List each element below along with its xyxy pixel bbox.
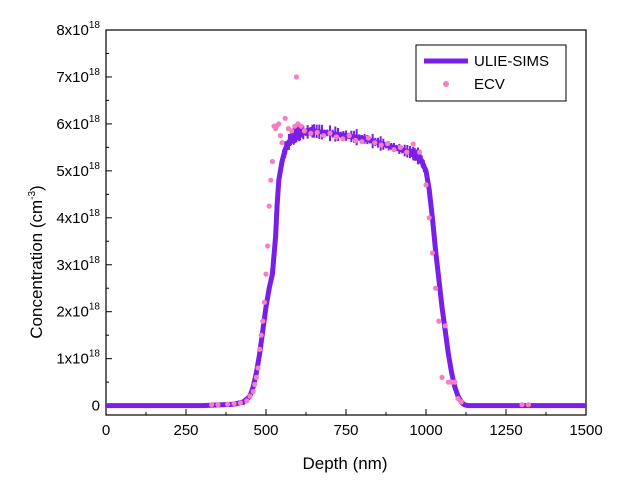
x-tick-label: 1250: [489, 422, 522, 439]
x-tick-label: 1500: [569, 422, 602, 439]
ecv-point: [365, 135, 371, 141]
ecv-point: [378, 142, 384, 148]
ecv-point: [321, 133, 327, 139]
y-tick-label: 0: [92, 398, 100, 415]
y-tick-label: 2x1018: [56, 302, 100, 321]
ecv-point: [391, 147, 397, 153]
x-tick-label: 250: [173, 422, 198, 439]
x-tick-label: 1000: [409, 422, 442, 439]
ecv-point: [452, 379, 458, 385]
legend-label-ecv: ECV: [474, 76, 505, 93]
ecv-point: [404, 149, 410, 155]
x-tick-label: 500: [253, 422, 278, 439]
ecv-point: [436, 318, 442, 324]
series-ulie-sims: [106, 124, 586, 409]
ecv-point: [293, 74, 299, 80]
ecv-point: [261, 299, 267, 305]
ecv-point: [346, 133, 352, 139]
x-tick-label: 0: [102, 422, 110, 439]
ecv-point: [277, 133, 283, 139]
ecv-point: [340, 136, 346, 142]
ecv-point: [257, 346, 263, 352]
ecv-point: [314, 129, 320, 135]
legend-swatch-ecv: [443, 81, 449, 87]
y-axis: 0 1x1018 2x1018 3x1018 4x1018 5x1018 6x1018 7x1…: [56, 20, 112, 415]
ecv-point: [268, 177, 274, 183]
ecv-point: [372, 140, 378, 146]
ecv-point: [289, 128, 295, 134]
ecv-point: [265, 243, 271, 249]
ecv-point: [417, 149, 423, 155]
ecv-point: [429, 250, 435, 256]
x-tick-label: 750: [333, 422, 358, 439]
ecv-point: [423, 182, 429, 188]
ecv-point: [244, 398, 250, 404]
ecv-point: [258, 332, 264, 338]
ecv-point: [266, 203, 272, 209]
ecv-point: [308, 130, 314, 136]
ecv-point: [269, 158, 275, 165]
ecv-point: [225, 401, 231, 407]
ecv-point: [455, 396, 461, 402]
series-ecv: [209, 74, 532, 408]
ecv-point: [279, 140, 285, 146]
ecv-point: [247, 393, 253, 399]
y-axis-title-close: ): [27, 185, 46, 191]
ecv-point: [260, 318, 266, 324]
ecv-point: [209, 402, 215, 408]
ecv-point: [426, 215, 432, 221]
y-tick-label: 6x1018: [56, 114, 100, 133]
ecv-point: [353, 137, 359, 143]
legend-box: [415, 44, 567, 102]
ecv-point: [333, 134, 339, 140]
y-axis-title: Concentration (cm-3): [27, 185, 46, 338]
series-line-ulie-sims: [106, 128, 586, 409]
ecv-point: [301, 128, 307, 134]
y-tick-label: 7x1018: [56, 67, 100, 86]
y-tick-label: 1x1018: [56, 349, 100, 368]
ecv-point: [385, 141, 391, 147]
ecv-point: [359, 139, 365, 145]
x-axis: 0 250 500 750 1000 1250 1500: [102, 409, 603, 439]
ecv-point: [410, 141, 416, 147]
ecv-point: [525, 402, 532, 408]
ecv-point: [298, 123, 304, 129]
ecv-point: [276, 121, 282, 127]
ecv-point: [215, 402, 221, 408]
y-tick-label: 4x1018: [56, 208, 100, 227]
legend-label-ulie-sims: ULIE-SIMS: [474, 53, 549, 70]
y-tick-label: 5x1018: [56, 161, 100, 180]
ecv-point: [252, 381, 258, 388]
legend: ULIE-SIMS ECV: [415, 44, 567, 102]
ecv-point: [327, 130, 333, 136]
ecv-point: [439, 374, 445, 380]
ecv-point: [519, 402, 525, 408]
x-axis-title: Depth (nm): [302, 454, 387, 473]
ecv-point: [231, 401, 237, 407]
ecv-point: [282, 115, 288, 121]
y-axis-title-sup: -3: [27, 191, 38, 200]
ecv-point: [458, 399, 464, 405]
y-tick-label: 3x1018: [56, 255, 100, 274]
y-tick-label: 8x1018: [56, 20, 100, 39]
ecv-point: [263, 271, 269, 277]
ecv-point: [250, 388, 256, 395]
ecv-point: [253, 374, 259, 380]
ecv-point: [237, 400, 243, 406]
y-axis-title-main: Concentration (cm: [27, 200, 46, 339]
ecv-point: [255, 365, 261, 371]
ecv-point: [397, 144, 403, 150]
ecv-point: [433, 285, 439, 291]
ecv-point: [442, 323, 448, 329]
